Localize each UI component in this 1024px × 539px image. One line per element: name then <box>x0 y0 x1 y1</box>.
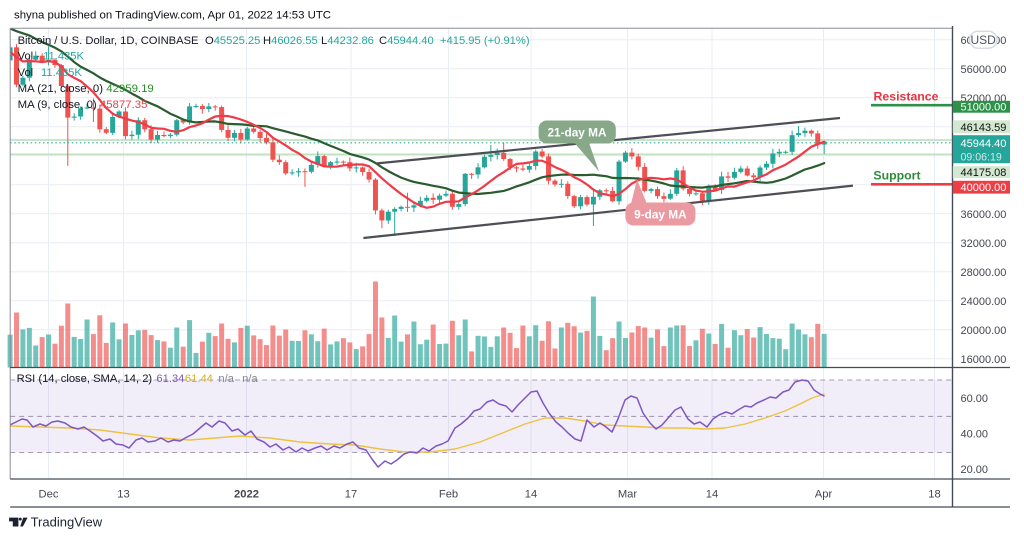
svg-text:+415.95 (+0.91%): +415.95 (+0.91%) <box>440 35 530 47</box>
svg-text:Vol · 11.435K: Vol · 11.435K <box>18 51 85 63</box>
svg-text:USD: USD <box>971 33 997 47</box>
svg-text:40000.00: 40000.00 <box>961 182 1007 194</box>
svg-text:MA (9, close, 0) 45877.35: MA (9, close, 0) 45877.35 <box>18 99 148 111</box>
svg-text:Dec: Dec <box>39 489 59 501</box>
svg-text:9-day MA: 9-day MA <box>634 208 687 222</box>
svg-text:14: 14 <box>525 489 537 501</box>
svg-text:11.435K: 11.435K <box>41 67 82 79</box>
svg-text:O45525.25: O45525.25 <box>205 35 260 47</box>
svg-text:Bitcoin / U.S. Dollar, 1D, COI: Bitcoin / U.S. Dollar, 1D, COINBASE <box>18 35 199 47</box>
svg-text:13: 13 <box>117 489 129 501</box>
svg-text:44175.08: 44175.08 <box>961 167 1007 179</box>
svg-text:09:06:19: 09:06:19 <box>961 151 1002 163</box>
svg-text:H46026.55: H46026.55 <box>263 35 318 47</box>
svg-text:Mar: Mar <box>618 489 638 501</box>
svg-text:46143.59: 46143.59 <box>961 122 1007 134</box>
svg-text:32000.00: 32000.00 <box>961 238 1007 250</box>
svg-text:36000.00: 36000.00 <box>961 209 1007 221</box>
svg-text:shyna published on TradingView: shyna published on TradingView.com, Apr … <box>14 10 331 22</box>
svg-text:L44232.86: L44232.86 <box>321 35 374 47</box>
svg-text:21-day MA: 21-day MA <box>547 126 606 140</box>
svg-text:2022: 2022 <box>234 489 259 501</box>
svg-text:Resistance: Resistance <box>874 90 939 104</box>
svg-text:RSI (14, close, SMA, 14, 2): RSI (14, close, SMA, 14, 2) <box>17 373 153 385</box>
svg-text:C45944.40: C45944.40 <box>379 35 434 47</box>
svg-text:61.44: 61.44 <box>185 373 213 385</box>
svg-text:n/a: n/a <box>218 373 234 385</box>
svg-text:20.00: 20.00 <box>961 464 989 476</box>
svg-text:Apr: Apr <box>815 489 833 501</box>
svg-text:61.34: 61.34 <box>156 373 184 385</box>
svg-text:18: 18 <box>928 489 940 501</box>
svg-text:51000.00: 51000.00 <box>961 102 1007 114</box>
svg-text:40.00: 40.00 <box>961 428 989 440</box>
svg-text:24000.00: 24000.00 <box>961 296 1007 308</box>
svg-text:Vol: Vol <box>18 67 34 79</box>
svg-text:MA (21, close, 0) 42959.19: MA (21, close, 0) 42959.19 <box>18 83 154 95</box>
svg-text:20000.00: 20000.00 <box>961 325 1007 337</box>
svg-text:Feb: Feb <box>439 489 458 501</box>
svg-text:n/a: n/a <box>242 373 258 385</box>
svg-text:45944.40: 45944.40 <box>961 138 1007 150</box>
svg-text:14: 14 <box>706 489 718 501</box>
svg-text:TradingView: TradingView <box>31 514 103 529</box>
svg-text:17: 17 <box>345 489 357 501</box>
svg-text:16000.00: 16000.00 <box>961 354 1007 366</box>
svg-text:Support: Support <box>873 169 920 183</box>
svg-text:28000.00: 28000.00 <box>961 267 1007 279</box>
svg-text:56000.00: 56000.00 <box>961 64 1007 76</box>
svg-text:60.00: 60.00 <box>961 393 989 405</box>
